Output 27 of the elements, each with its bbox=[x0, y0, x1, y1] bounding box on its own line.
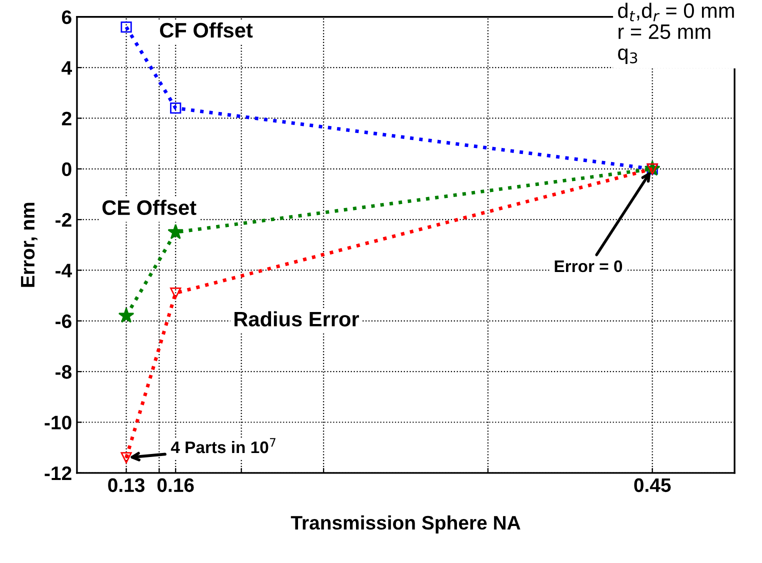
y-tick-label: 0 bbox=[62, 162, 72, 176]
y-tick-label: -4 bbox=[56, 264, 72, 278]
series-label: Radius Error bbox=[234, 311, 360, 326]
x-tick-label: 0.13 bbox=[108, 478, 145, 492]
y-tick-label: -10 bbox=[44, 416, 72, 430]
x-tick-label: 0.45 bbox=[634, 478, 671, 492]
point bbox=[118, 308, 134, 323]
y-tick-label: -12 bbox=[44, 466, 72, 480]
point bbox=[120, 21, 132, 33]
series-label: CE Offset bbox=[102, 200, 196, 216]
y-tick-label: 4 bbox=[62, 61, 72, 75]
annotation: d$_{t}$,d$_{r}$ = 0 mm r = 25 mm q$_{3}$ bbox=[618, 2, 734, 64]
y-tick-label: -2 bbox=[56, 213, 72, 227]
point bbox=[120, 452, 132, 464]
y-tick-label: -6 bbox=[56, 314, 72, 328]
y-tick-label: 6 bbox=[62, 10, 72, 24]
y-axis-title: Error, nm bbox=[21, 202, 38, 287]
annotation: Error = 0 bbox=[554, 260, 622, 272]
point bbox=[170, 102, 182, 114]
point bbox=[168, 224, 184, 240]
y-tick-label: 2 bbox=[62, 112, 72, 126]
point bbox=[170, 287, 182, 299]
x-axis-title: Transmission Sphere NA bbox=[290, 515, 520, 534]
annotation: 4 Parts in 10$^{7}$ bbox=[170, 438, 276, 454]
series-label: CF Offset bbox=[160, 22, 253, 38]
x-tick-label: 0.16 bbox=[157, 478, 194, 492]
y-tick-label: -8 bbox=[56, 365, 72, 379]
